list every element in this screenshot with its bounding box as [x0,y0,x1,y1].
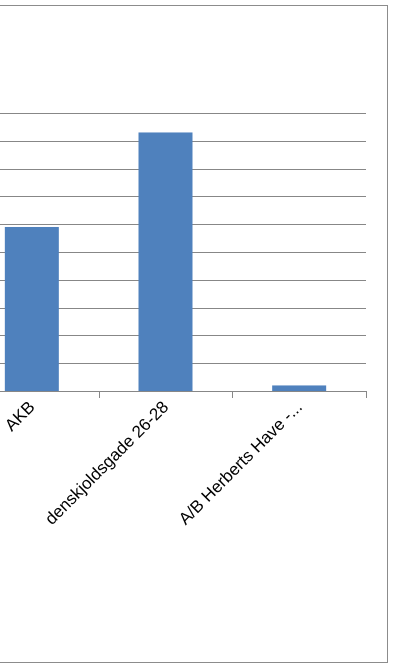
x-tick-label: denskjoldsgade 26-28 [41,397,172,528]
chart-border [0,5,388,663]
bar-2 [272,385,327,391]
bar-1 [138,132,193,391]
bars [4,132,327,391]
x-axis [0,391,367,398]
x-tick-label: AKB [1,397,38,434]
x-tick-labels: AKB denskjoldsgade 26-28 A/B Herberts Have… [1,397,306,528]
x-tick-label: A/B Herberts Have -... [175,397,306,528]
bar-0 [4,226,59,391]
